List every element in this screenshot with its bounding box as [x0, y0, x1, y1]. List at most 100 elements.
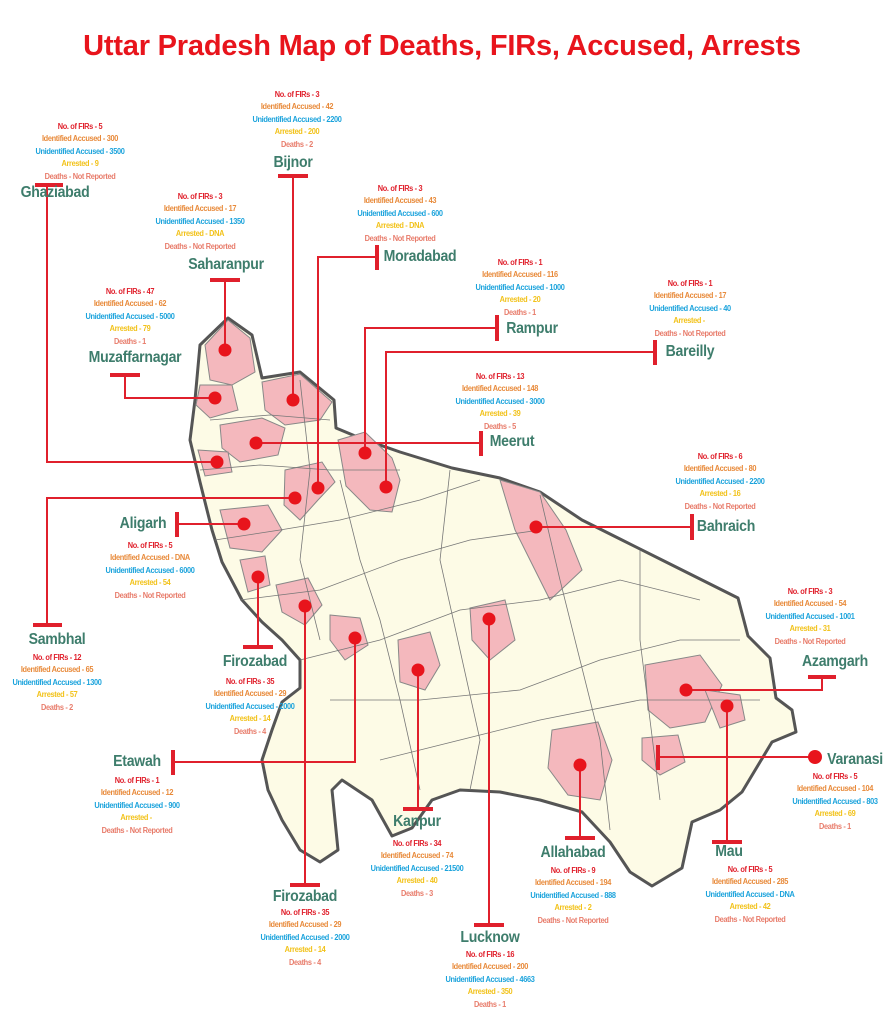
stat-separator: -: [136, 335, 143, 346]
stat-firs: No. of FIRs - 6: [675, 450, 764, 462]
stat-label: Unidentified Accused: [205, 700, 274, 711]
stat-unidentified: Unidentified Accused - 888: [530, 889, 616, 901]
stat-deaths: Deaths - 1: [475, 306, 564, 318]
stat-arrested: Arrested - 69: [792, 807, 877, 819]
district-marker-dot: [482, 612, 496, 626]
stat-identified: Identified Accused - 17: [155, 202, 244, 214]
stat-deaths: Deaths - Not Reported: [765, 635, 854, 647]
stat-value: 2200: [749, 475, 765, 486]
stat-separator: -: [543, 281, 550, 292]
stat-label: No. of FIRs: [114, 775, 151, 785]
stat-firs: No. of FIRs - 35: [260, 906, 349, 918]
stat-label: No. of FIRs: [392, 838, 429, 848]
stat-value: 2: [587, 902, 592, 913]
stat-separator: -: [513, 973, 520, 984]
district-border: [539, 494, 611, 831]
stat-value: 4663: [519, 973, 535, 984]
leader-line: [46, 497, 295, 625]
stat-identified: Identified Accused - 29: [260, 918, 349, 930]
stat-separator: -: [582, 902, 588, 913]
stat-label: Unidentified Accused: [35, 145, 104, 156]
stat-separator: -: [320, 113, 327, 124]
stat-identified: Identified Accused - 29: [205, 687, 294, 699]
stat-separator: -: [212, 191, 219, 201]
district-border: [339, 479, 421, 791]
stat-separator: -: [496, 998, 503, 1009]
district-border: [379, 699, 760, 761]
stat-label: Deaths: [474, 998, 497, 1009]
stat-value: 35: [321, 907, 330, 917]
stat-label: Unidentified Accused: [675, 475, 744, 486]
stat-separator: -: [428, 838, 434, 848]
stat-value: 13: [516, 371, 525, 381]
stat-unidentified: Unidentified Accused - 21500: [371, 862, 464, 874]
stat-label: Identified Accused: [20, 664, 81, 675]
stat-value: 3: [828, 586, 833, 596]
stat-label: Deaths: [484, 420, 507, 431]
stat-value: 104: [861, 783, 874, 794]
district-marker-dot: [288, 491, 302, 505]
district-name: Saharanpur: [188, 256, 264, 273]
stat-label: Unidentified Accused: [649, 302, 718, 313]
stat-arrested: Arrested - 39: [455, 407, 544, 419]
district-name: Allahabad: [540, 844, 606, 861]
district-marker-dot: [720, 699, 734, 713]
district-stats: No. of FIRs - 6 Identified Accused - 80 Un…: [668, 450, 772, 512]
leader-line: [364, 327, 497, 453]
district-marker-dot: [411, 663, 425, 677]
district-marker-dot: [679, 683, 693, 697]
stat-separator: -: [841, 820, 848, 831]
stat-unidentified: Unidentified Accused - 3000: [455, 395, 544, 407]
stat-value: 43: [428, 195, 437, 206]
stat-label: Arrested: [175, 228, 204, 239]
district-name: Lucknow: [460, 929, 520, 946]
stat-value: 1350: [229, 215, 245, 226]
stat-deaths: Deaths - Not Reported: [530, 914, 615, 926]
stat-arrested: Arrested - 57: [12, 688, 101, 700]
stat-separator: -: [302, 126, 308, 137]
stat-label: Deaths: [114, 589, 138, 600]
district-stats: No. of FIRs - 47 Identified Accused - 62 U…: [78, 285, 182, 347]
district-stats: No. of FIRs - 5 Identified Accused - 300 U…: [28, 120, 132, 182]
stat-value: 194: [599, 877, 612, 888]
district-stats: No. of FIRs - 5 Identified Accused - 285 U…: [698, 863, 801, 925]
stat-separator: -: [162, 540, 169, 550]
stat-separator: -: [148, 812, 154, 823]
stat-label: Deaths: [41, 701, 64, 712]
stat-arrested: Arrested - DNA: [357, 219, 442, 231]
stat-identified: Identified Accused - 194: [530, 876, 615, 888]
stat-label: Deaths: [114, 335, 137, 346]
stat-value: 54: [838, 598, 847, 609]
stat-separator: -: [541, 269, 547, 280]
stat-value: 5: [168, 540, 173, 550]
district-marker-dot: [358, 446, 372, 460]
stat-label: Arrested: [375, 220, 404, 231]
stat-identified: Identified Accused - 300: [35, 132, 124, 144]
stat-label: No. of FIRs: [377, 183, 414, 193]
stat-label: Deaths: [101, 824, 125, 835]
stat-value: DNA: [174, 552, 190, 563]
stat-value: DNA: [779, 888, 795, 899]
stat-identified: Identified Accused - 12: [94, 786, 179, 798]
district-name: Firozabad: [272, 888, 338, 905]
stat-deaths: Deaths - 1: [85, 335, 174, 347]
stat-label: Arrested: [479, 408, 508, 419]
stat-value: 888: [604, 889, 616, 900]
district-name: Etawah: [113, 753, 161, 770]
stat-separator: -: [162, 799, 169, 810]
stat-label: Unidentified Accused: [94, 799, 163, 810]
district-stats: No. of FIRs - 3 Identified Accused - 54 Un…: [758, 585, 862, 647]
district-border: [214, 479, 481, 541]
stat-unidentified: Unidentified Accused - 40: [649, 302, 731, 314]
stat-value: 2000: [279, 700, 295, 711]
stat-separator: -: [261, 676, 267, 686]
district-border: [439, 469, 481, 791]
stat-label: Identified Accused: [380, 850, 441, 861]
stat-deaths: Deaths - 2: [252, 138, 341, 150]
stat-label: Arrested: [36, 689, 65, 700]
stat-label: Arrested: [61, 158, 90, 169]
district-marker-dot: [286, 393, 300, 407]
stat-value: Not Reported: [192, 240, 236, 251]
stat-separator: -: [312, 944, 318, 955]
stat-deaths: Deaths - Not Reported: [105, 589, 194, 601]
